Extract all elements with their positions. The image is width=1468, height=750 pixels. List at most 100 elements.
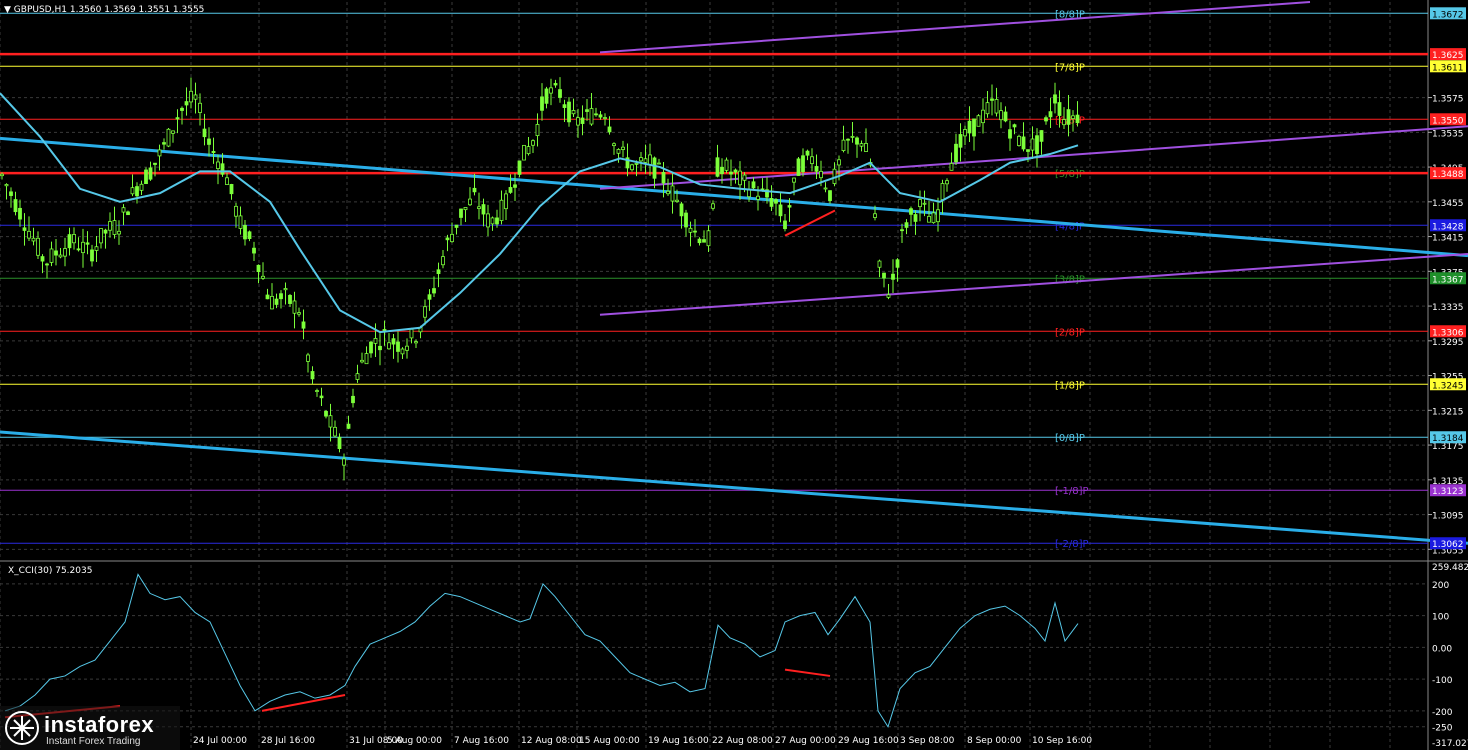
murrey-level-label: [8/8]P	[1055, 9, 1085, 20]
price-tick-label: 1.3335	[1432, 303, 1464, 313]
cci-divergence-line	[261, 693, 346, 712]
candle-body	[373, 338, 378, 344]
candle-body	[252, 247, 256, 254]
candle-body	[265, 294, 270, 300]
candle-body	[954, 143, 958, 163]
candle-body	[427, 294, 432, 300]
price-tag-label: 1.3625	[1432, 51, 1464, 61]
candle-body	[522, 144, 526, 161]
time-tick-label: 31 Jul 08:00	[349, 736, 403, 746]
candle-body	[450, 233, 454, 243]
candle-body	[1026, 149, 1030, 152]
candle-body	[765, 189, 769, 198]
candle-body	[900, 229, 904, 232]
candle-body	[724, 159, 729, 171]
candle-body	[54, 250, 58, 256]
candle-body	[121, 207, 126, 213]
candle-body	[999, 110, 1003, 121]
candle-body	[706, 230, 711, 247]
candle-body	[544, 88, 549, 104]
candle-body	[688, 227, 693, 233]
murrey-level-label: [3/8]P	[1055, 274, 1085, 285]
candle-body	[225, 177, 229, 186]
candle-body	[274, 298, 279, 305]
time-tick-label: 5 Aug 00:00	[387, 736, 442, 746]
price-tag	[1430, 272, 1466, 285]
price-tick-label: 1.3135	[1432, 477, 1464, 487]
candle-body	[108, 221, 112, 231]
candle-body	[319, 395, 324, 399]
candle-body	[279, 293, 283, 300]
candle-body	[477, 206, 481, 209]
candle-body	[994, 99, 999, 114]
price-tag-label: 1.3306	[1432, 328, 1464, 338]
candle-body	[9, 191, 13, 196]
candle-body	[747, 189, 751, 198]
price-tag	[1430, 60, 1466, 73]
candle-body	[751, 181, 756, 189]
candle-body	[40, 256, 45, 262]
cci-tick-label: -100	[1432, 676, 1453, 686]
candle-body	[918, 199, 922, 208]
candle-body	[585, 109, 589, 112]
candle-body	[58, 254, 63, 258]
candle-body	[508, 187, 513, 193]
candle-body	[207, 138, 211, 145]
price-tag-label: 1.3245	[1432, 381, 1464, 391]
price-tag-label: 1.3367	[1432, 275, 1464, 285]
candle-body	[117, 230, 121, 235]
candle-body	[621, 146, 625, 150]
price-tick-label: 1.3415	[1432, 234, 1464, 244]
candle-body	[130, 187, 135, 195]
candle-body	[112, 220, 117, 235]
candle-body	[153, 162, 157, 165]
candle-body	[360, 359, 364, 363]
candle-body	[387, 342, 391, 350]
candle-body	[1030, 138, 1035, 151]
candle-body	[1057, 102, 1062, 116]
candle-body	[675, 199, 679, 202]
candle-body	[468, 198, 472, 206]
candle-body	[81, 241, 85, 254]
candle-body	[189, 90, 193, 103]
candle-body	[94, 246, 99, 251]
candle-body	[486, 213, 490, 228]
candle-body	[742, 174, 747, 181]
candle-body	[787, 205, 792, 208]
price-tag-label: 1.3062	[1432, 540, 1464, 550]
candle-body	[126, 211, 130, 216]
candle-body	[1017, 135, 1021, 146]
candle-body	[292, 300, 297, 314]
candle-body	[927, 215, 931, 223]
candle-body	[711, 203, 715, 209]
candle-body	[355, 373, 360, 380]
price-tag-label: 1.3123	[1432, 487, 1464, 497]
candle-body	[220, 163, 225, 175]
candle-body	[157, 149, 162, 157]
candle-body	[693, 230, 697, 233]
logo-mark-icon	[5, 711, 39, 745]
candle-body	[904, 222, 909, 228]
candle-body	[810, 156, 814, 165]
candle-body	[13, 199, 18, 213]
murrey-level-label: [-2/8]P	[1055, 539, 1089, 550]
candle-body	[652, 157, 657, 179]
candle-body	[972, 118, 976, 137]
candle-body	[283, 288, 288, 291]
candle-body	[436, 269, 441, 275]
price-tag-label: 1.3428	[1432, 222, 1464, 232]
candle-body	[958, 134, 963, 148]
cci-tick-label: 100	[1432, 613, 1449, 623]
candle-body	[549, 87, 553, 94]
candle-body	[657, 162, 661, 165]
price-tag-label: 1.3550	[1432, 116, 1464, 126]
candle-body	[337, 436, 342, 449]
candle-body	[873, 213, 877, 218]
candle-body	[202, 128, 207, 138]
candle-body	[369, 341, 373, 354]
candle-body	[886, 294, 891, 298]
candle-body	[846, 138, 850, 141]
price-tag-label: 1.3611	[1432, 63, 1464, 73]
candle-body	[63, 248, 67, 257]
